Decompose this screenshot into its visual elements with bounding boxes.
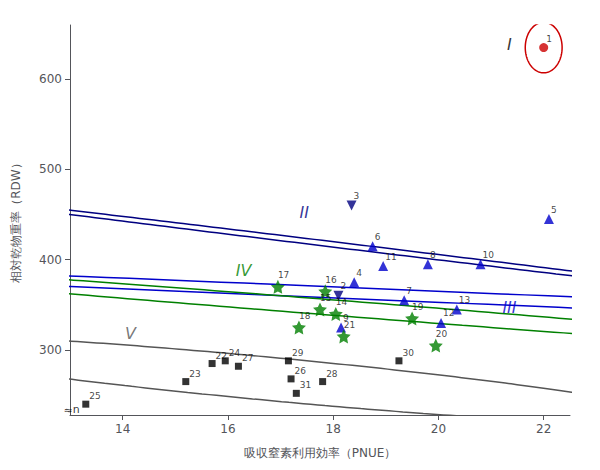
svg-text:15: 15: [320, 293, 331, 303]
svg-text:III: III: [502, 298, 516, 317]
svg-text:18: 18: [299, 311, 311, 321]
svg-text:400: 400: [39, 253, 62, 267]
svg-text:14: 14: [115, 422, 130, 436]
svg-text:20: 20: [436, 329, 448, 339]
svg-text:28: 28: [326, 369, 338, 379]
svg-text:23: 23: [189, 369, 200, 379]
svg-text:500: 500: [39, 162, 62, 176]
svg-text:6: 6: [375, 232, 381, 242]
svg-text:26: 26: [295, 366, 307, 376]
svg-text:30: 30: [402, 348, 414, 358]
svg-text:9: 9: [343, 312, 349, 323]
svg-text:31: 31: [300, 380, 311, 390]
svg-text:2: 2: [340, 281, 346, 291]
svg-text:29: 29: [292, 348, 304, 358]
svg-text:7: 7: [406, 286, 412, 296]
svg-text:12: 12: [443, 308, 454, 318]
svg-text:22: 22: [536, 422, 551, 436]
svg-text:≈: ≈: [63, 404, 72, 417]
svg-text:IV: IV: [236, 261, 253, 280]
svg-text:27: 27: [242, 353, 253, 363]
svg-text:14: 14: [336, 297, 348, 307]
svg-text:II: II: [299, 203, 309, 222]
svg-text:22: 22: [216, 351, 227, 361]
svg-text:11: 11: [385, 252, 396, 262]
svg-text:300: 300: [39, 343, 62, 357]
svg-text:V: V: [125, 324, 137, 343]
svg-text:20: 20: [431, 422, 446, 436]
svg-text:19: 19: [412, 302, 424, 312]
svg-text:吸収窒素利用効率（PNUE）: 吸収窒素利用効率（PNUE）: [244, 446, 397, 460]
svg-text:13: 13: [459, 295, 470, 305]
svg-text:16: 16: [325, 275, 337, 285]
svg-text:18: 18: [326, 422, 341, 436]
svg-text:I: I: [507, 35, 512, 54]
svg-text:21: 21: [344, 320, 355, 330]
svg-text:8: 8: [430, 250, 436, 260]
svg-text:10: 10: [483, 250, 495, 260]
svg-text:16: 16: [220, 422, 235, 436]
svg-text:24: 24: [229, 348, 241, 358]
svg-text:17: 17: [278, 270, 289, 280]
svg-text:1: 1: [546, 34, 552, 44]
svg-text:4: 4: [356, 268, 362, 278]
svg-text:600: 600: [39, 72, 62, 86]
svg-text:n: n: [73, 403, 80, 416]
svg-text:3: 3: [354, 191, 360, 201]
svg-text:5: 5: [551, 205, 557, 215]
svg-text:相対乾物重率（RDW）: 相対乾物重率（RDW）: [9, 157, 23, 282]
svg-text:25: 25: [89, 391, 100, 401]
